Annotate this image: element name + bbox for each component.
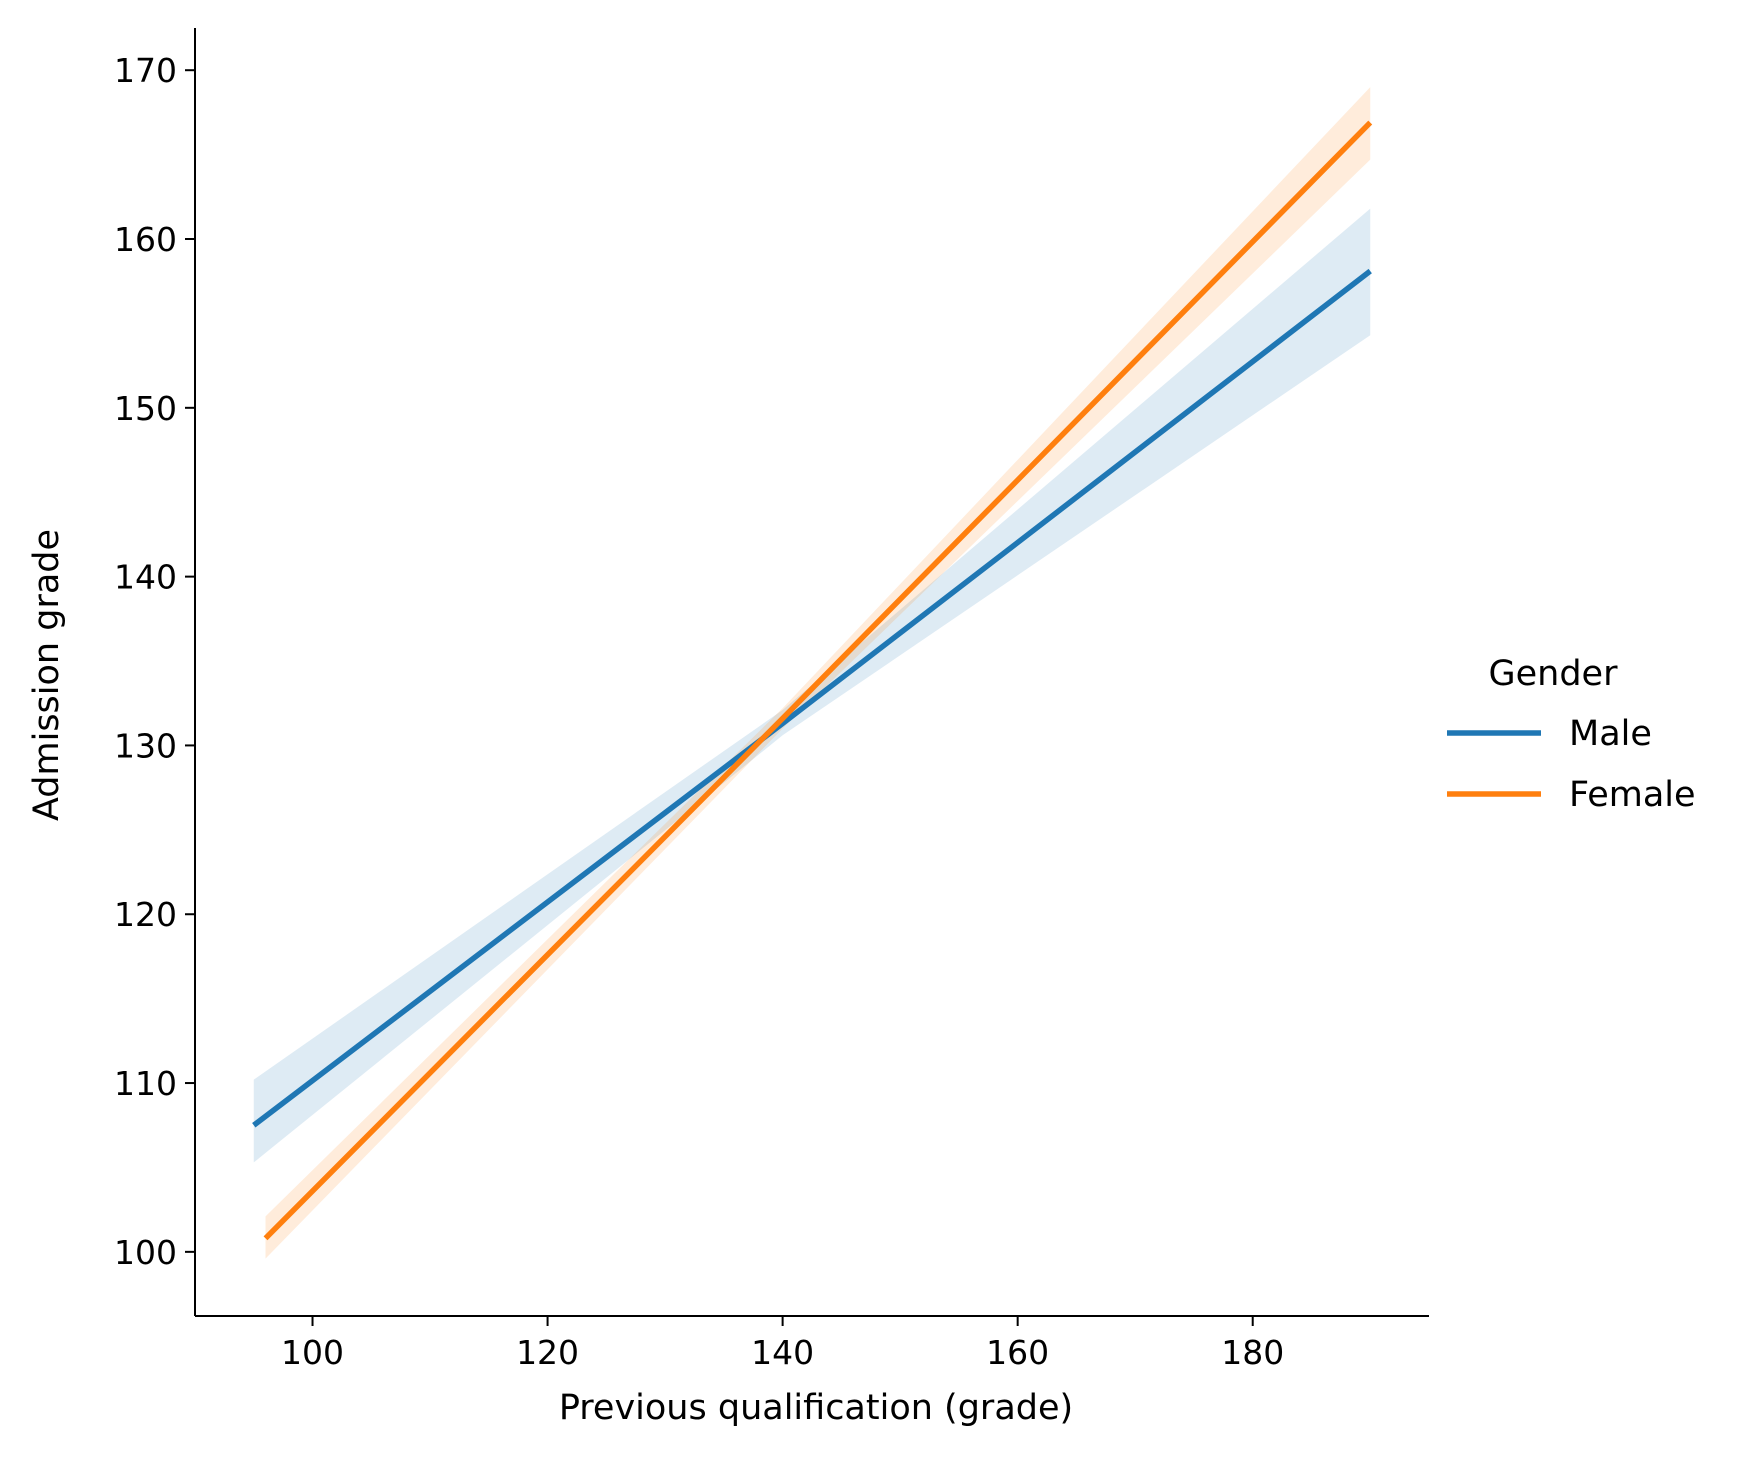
y-axis-label: Admission grade <box>27 529 67 821</box>
y-tick-label: 120 <box>114 895 177 934</box>
axes <box>194 28 1429 1317</box>
legend-label-female: Female <box>1569 775 1696 815</box>
y-tick-label: 110 <box>114 1064 177 1103</box>
male-regression-line <box>252 268 1372 1128</box>
x-ticks: 100 120 140 160 180 <box>281 1316 1284 1372</box>
female-confidence-band <box>265 87 1371 1259</box>
legend-title: Gender <box>1489 654 1619 694</box>
x-tick-label: 180 <box>1221 1333 1284 1372</box>
y-tick-label: 100 <box>114 1233 177 1272</box>
y-tick-label: 150 <box>114 389 177 428</box>
x-tick-label: 140 <box>751 1333 814 1372</box>
y-tick-label: 140 <box>114 558 177 597</box>
y-tick-label: 170 <box>114 51 177 90</box>
x-tick-label: 100 <box>281 1333 344 1372</box>
legend-label-male: Male <box>1569 714 1652 754</box>
y-tick-label: 130 <box>114 726 177 765</box>
legend: Gender Male Female <box>1447 654 1696 815</box>
regression-lines <box>252 120 1373 1241</box>
y-ticks: 100 110 120 130 140 150 160 170 <box>114 51 195 1272</box>
female-regression-line <box>263 120 1373 1241</box>
y-tick-label: 160 <box>114 220 177 259</box>
x-tick-label: 120 <box>516 1333 579 1372</box>
x-axis-label: Previous qualification (grade) <box>559 1388 1073 1428</box>
x-tick-label: 160 <box>986 1333 1049 1372</box>
